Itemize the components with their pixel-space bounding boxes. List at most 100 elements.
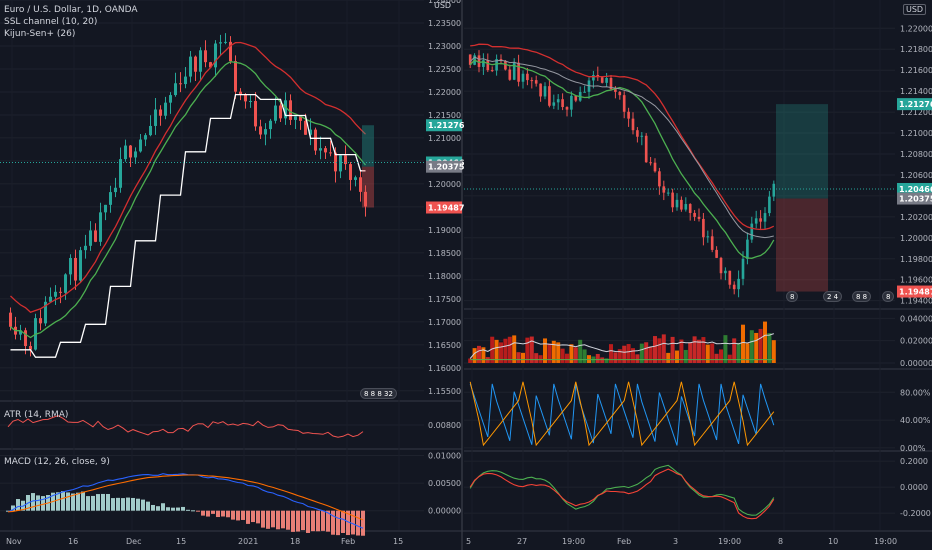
left-candle-43 [224,41,227,43]
legend-kijun[interactable]: Kijun-Sen+ (26) [4,29,76,39]
macd-hist-43 [221,510,225,517]
right-candle-64 [750,223,754,240]
macd-hist-27 [141,499,145,511]
events-badge-right-d[interactable]: 8 [882,291,895,302]
volume-bar-15 [534,353,539,363]
macd-line [7,473,364,529]
left-candle-39 [204,50,207,63]
left-candle-12 [69,257,72,275]
right-candle-6 [495,59,498,71]
right-volume-tick-1: 0.02000 [900,337,932,346]
left-candle-47 [244,94,247,102]
left-price-label-bg-0 [426,119,462,132]
left-main-tick-13: 1.17500 [428,295,461,304]
right-xtick-6: 8 [778,537,783,546]
volume-bar-21 [560,348,565,363]
events-badge-left[interactable]: 8 8 8 32 [360,388,397,399]
macd-label[interactable]: MACD (12, 26, close, 9) [4,457,110,467]
left-main-tick-4: 1.22000 [428,88,461,97]
macd-hist-5 [31,493,35,511]
chart-title[interactable]: Euro / U.S. Dollar, 1D, OANDA [4,5,138,15]
events-badge-right-a[interactable]: 8 [786,291,799,302]
left-candle-44 [229,41,232,62]
right-stop-zone [776,198,828,292]
right-candle-66 [759,218,762,222]
macd-hist-39 [201,510,205,516]
volume-bar-33 [613,352,618,363]
left-candle-48 [249,101,252,103]
right-candle-49 [684,204,688,210]
macd-hist-60 [306,510,310,533]
volume-ma [469,333,774,359]
right-price-label-bg-2 [897,192,932,205]
right-main-tick-13: 1.19400 [900,297,932,306]
macd-hist-40 [206,510,210,517]
left-candle-26 [139,139,142,152]
currency-left[interactable]: USD [434,1,452,10]
left-price-label-bg-3 [426,201,462,214]
volume-bar-50 [688,342,693,363]
right-main-tick-12: 1.19600 [900,276,932,285]
left-candle-13 [74,257,77,281]
left-candle-58 [299,116,302,121]
volume-bar-37 [631,348,635,363]
volume-bar-6 [494,339,499,363]
left-candle-8 [49,296,52,302]
legend-ssl[interactable]: SSL channel (10, 20) [4,17,98,27]
right-main-tick-11: 1.19800 [900,255,932,264]
left-candle-4 [29,346,32,350]
legend: Euro / U.S. Dollar, 1D, OANDA SSL channe… [4,4,138,40]
left-candle-56 [289,100,292,120]
left-main-tick-8: 1.20000 [428,180,461,189]
right-candle-8 [504,61,507,70]
volume-bar-38 [635,354,640,363]
right-candle-12 [521,73,525,82]
volume-bar-11 [516,352,521,363]
osc-orange-line [469,381,775,447]
left-candle-50 [259,126,262,135]
atr-label[interactable]: ATR (14, RMA) [4,410,69,420]
currency-right[interactable]: USD [903,4,927,15]
right-main-tick-4: 1.21200 [900,108,932,117]
right-candle-41 [649,162,652,164]
right-candle-63 [746,239,749,259]
right-candle-19 [552,102,556,106]
macd-hist-35 [181,506,185,511]
events-badge-right-b[interactable]: 2 4 [823,291,843,302]
events-badge-right-c[interactable]: 8 8 [852,291,872,302]
right-candle-4 [486,60,490,71]
volume-bar-35 [622,345,627,363]
left-candle-32 [169,95,172,103]
volume-bar-40 [644,342,649,363]
left-price-label-0: 1.21276 [428,121,465,130]
left-xtick-5: 18 [290,537,300,546]
volume-bar-60 [732,338,737,363]
right-candle-46 [671,192,674,208]
right-candle-43 [658,171,661,187]
volume-bar-29 [595,353,600,363]
left-main-tick-17: 1.15500 [428,387,461,396]
volume-bar-53 [701,337,706,363]
right-candle-69 [772,183,776,197]
left-candle-60 [309,129,312,135]
right-xtick-3: Feb [617,537,631,546]
left-xtick-3: 15 [176,537,186,546]
macd-hist-44 [226,510,230,518]
macd-hist-67 [341,510,345,533]
macd-hist-68 [346,510,350,536]
right-kijun-red [470,43,775,231]
macd-hist-24 [126,497,130,511]
right-price-label-bg-0 [897,98,932,111]
left-macd-tick-2: 0.00000 [428,507,461,516]
macd-hist-49 [251,510,255,523]
right-osc-tick-1: 40.00% [900,416,931,425]
left-candle-37 [194,56,197,72]
volume-bar-41 [648,346,653,363]
volume-bar-5 [490,336,495,363]
left-candle-17 [94,230,97,242]
left-candle-51 [264,129,267,135]
right-candle-13 [526,73,529,81]
right-main-tick-0: 1.22000 [900,24,932,33]
